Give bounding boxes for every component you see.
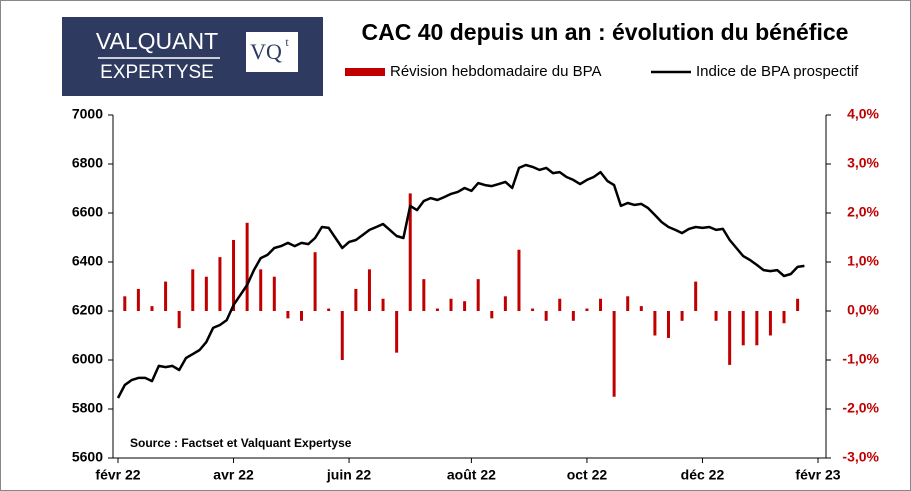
y2-tick-label: 3,0% (847, 155, 879, 171)
bar (782, 311, 786, 324)
bar (449, 298, 453, 311)
bar (653, 311, 657, 336)
bar (245, 222, 249, 311)
bar (755, 311, 759, 346)
bar (531, 308, 535, 311)
x-tick-label: oct 22 (567, 467, 608, 483)
x-tick-label: août 22 (447, 467, 496, 483)
y-tick-label: 6400 (72, 253, 103, 269)
logo: VALQUANT EXPERTYSE VQ t (62, 17, 323, 96)
bar (741, 311, 745, 346)
y-tick-label: 6600 (72, 204, 103, 220)
bar (299, 311, 303, 321)
x-tick-label: juin 22 (326, 467, 372, 483)
x-tick-label: févr 23 (795, 467, 840, 483)
bar (422, 279, 426, 311)
y-tick-label: 5600 (72, 449, 103, 465)
bar (639, 306, 643, 311)
bar (136, 288, 140, 311)
bar (612, 311, 616, 397)
logo-mark-sup: t (285, 35, 289, 49)
bar (327, 308, 331, 311)
bar (435, 308, 439, 311)
bar (490, 311, 494, 319)
bar (463, 301, 467, 311)
bar (714, 311, 718, 321)
logo-text: EXPERTYSE (100, 62, 214, 83)
bar (150, 306, 154, 311)
bar (191, 269, 195, 311)
line (116, 163, 805, 399)
bar (585, 308, 589, 311)
y2-tick-label: 2,0% (847, 204, 879, 220)
y-tick-label: 6200 (72, 302, 103, 318)
x-tick-label: avr 22 (213, 467, 254, 483)
bar (164, 281, 168, 311)
bar (796, 298, 800, 311)
bar (666, 311, 670, 338)
bar (177, 311, 181, 329)
bar (768, 311, 772, 336)
bar (381, 298, 385, 311)
bar (232, 239, 236, 311)
logo-mark: VQ (250, 39, 282, 64)
bar (517, 249, 521, 311)
bar (272, 276, 276, 311)
legend-label: Indice de BPA prospectif (696, 63, 859, 80)
bar (544, 311, 548, 321)
bar (123, 296, 127, 311)
bar (728, 311, 732, 365)
bar (286, 311, 290, 319)
bar (340, 311, 344, 360)
logo-text: VALQUANT (96, 28, 218, 54)
bar (558, 298, 562, 311)
bar (218, 257, 222, 311)
bar (204, 276, 208, 311)
chart-title: CAC 40 depuis un an : évolution du bénéf… (362, 19, 849, 45)
y2-tick-label: -3,0% (842, 449, 879, 465)
y-tick-label: 6000 (72, 351, 103, 367)
bar (408, 193, 412, 311)
x-tick-label: déc 22 (681, 467, 725, 483)
y-tick-label: 5800 (72, 400, 103, 416)
annotation: Source : Factset et Valquant Expertyse (130, 436, 352, 450)
x-tick-label: févr 22 (95, 467, 140, 483)
bar (571, 311, 575, 321)
y2-tick-label: -2,0% (842, 400, 879, 416)
logo-mark-box (246, 32, 298, 72)
bar (694, 281, 698, 311)
y-tick-label: 7000 (72, 106, 103, 122)
y2-tick-label: -1,0% (842, 351, 879, 367)
bar (476, 279, 480, 311)
bar (503, 296, 507, 311)
y-tick-label: 6800 (72, 155, 103, 171)
bar (259, 269, 263, 311)
bar (599, 298, 603, 311)
bar (680, 311, 684, 321)
y2-tick-label: 1,0% (847, 253, 879, 269)
legend-swatch (345, 68, 385, 76)
y2-tick-label: 0,0% (847, 302, 879, 318)
bar (626, 296, 630, 311)
legend-label: Révision hebdomadaire du BPA (390, 63, 602, 80)
bar (395, 311, 399, 353)
bar (354, 288, 358, 311)
bar (313, 252, 317, 311)
bar (367, 269, 371, 311)
y2-tick-label: 4,0% (847, 106, 879, 122)
